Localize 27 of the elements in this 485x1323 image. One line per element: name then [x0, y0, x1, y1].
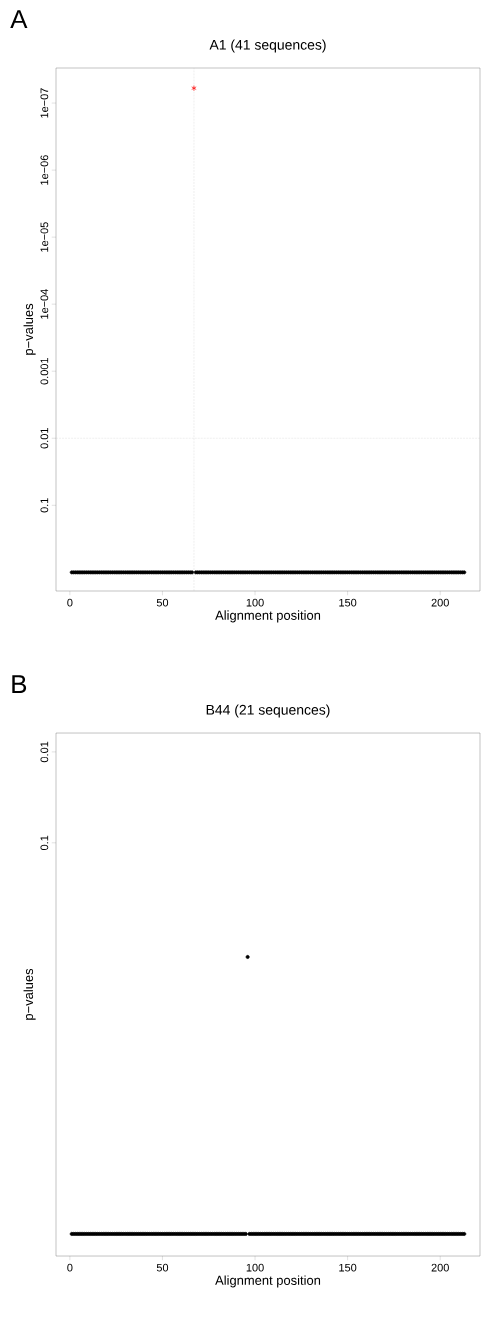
- x-tick-label: 0: [67, 1263, 73, 1272]
- y-tick-label: 1e−04: [40, 289, 49, 319]
- chart-title: B44 (21 sequences): [206, 704, 330, 718]
- y-tick-label: 0.1: [40, 835, 49, 851]
- x-tick-label: 50: [156, 1263, 169, 1272]
- y-axis-title: p−values: [23, 968, 36, 1020]
- y-tick-label: 0.01: [40, 428, 49, 449]
- y-tick-label: 1e−06: [40, 155, 49, 185]
- y-tick-label: 1e−05: [40, 222, 49, 252]
- x-tick-label: 200: [431, 598, 449, 607]
- x-axis-title: Alignment position: [215, 1275, 321, 1288]
- x-tick-label: 150: [339, 1263, 357, 1272]
- x-tick-label: 200: [431, 1263, 449, 1272]
- text: A: [10, 10, 28, 29]
- x-tick-label: 0: [67, 598, 73, 607]
- y-tick-label: 0.01: [40, 741, 49, 763]
- y-tick-label: 1e−07: [40, 88, 49, 118]
- y-axis-title: p−values: [23, 303, 36, 355]
- x-axis-title: Alignment position: [215, 610, 321, 623]
- text: B: [12, 675, 27, 694]
- y-tick-label: 0.1: [40, 498, 49, 513]
- x-tick-label: 50: [156, 598, 169, 607]
- x-tick-label: 100: [246, 1263, 264, 1272]
- chart-title: A1 (41 sequences): [209, 39, 326, 53]
- x-tick-label: 100: [246, 598, 264, 607]
- y-tick-label: 0.001: [40, 358, 49, 385]
- x-tick-label: 150: [339, 598, 357, 607]
